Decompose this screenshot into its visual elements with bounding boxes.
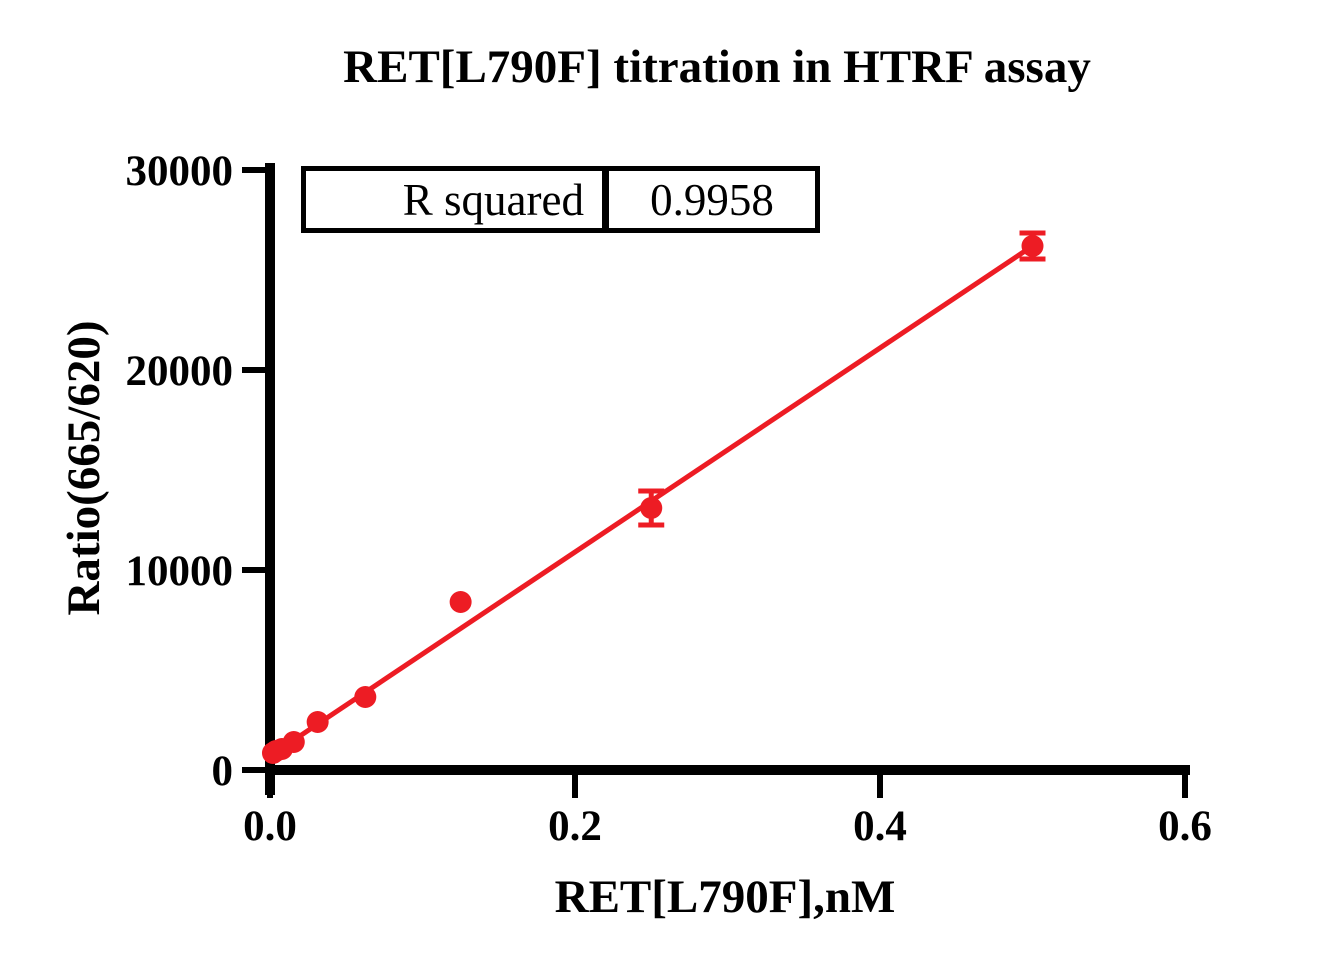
y-tick-label: 10000 xyxy=(126,548,234,595)
x-tick-label: 0.6 xyxy=(1158,803,1212,850)
data-point xyxy=(282,731,305,753)
data-point xyxy=(354,686,377,708)
y-tick-label: 20000 xyxy=(126,348,234,395)
data-point xyxy=(1021,235,1044,257)
x-tick-label: 0.2 xyxy=(548,803,602,850)
x-axis-title: RET[L790F],nM xyxy=(554,871,896,923)
rsquared-value: 0.9958 xyxy=(650,174,774,225)
y-tick-label: 0 xyxy=(212,748,234,795)
rsquared-label: R squared xyxy=(306,171,609,228)
data-point xyxy=(640,497,663,519)
y-tick-label: 30000 xyxy=(126,148,234,195)
x-tick-label: 0.0 xyxy=(243,803,297,850)
chart-title: RET[L790F] titration in HTRF assay xyxy=(343,41,1091,93)
x-tick-label: 0.4 xyxy=(853,803,907,850)
data-point xyxy=(449,591,472,613)
y-axis-title: Ratio(665/620) xyxy=(58,320,110,616)
rsquared-table: R squared 0.9958 xyxy=(301,166,820,233)
data-point xyxy=(306,711,329,733)
